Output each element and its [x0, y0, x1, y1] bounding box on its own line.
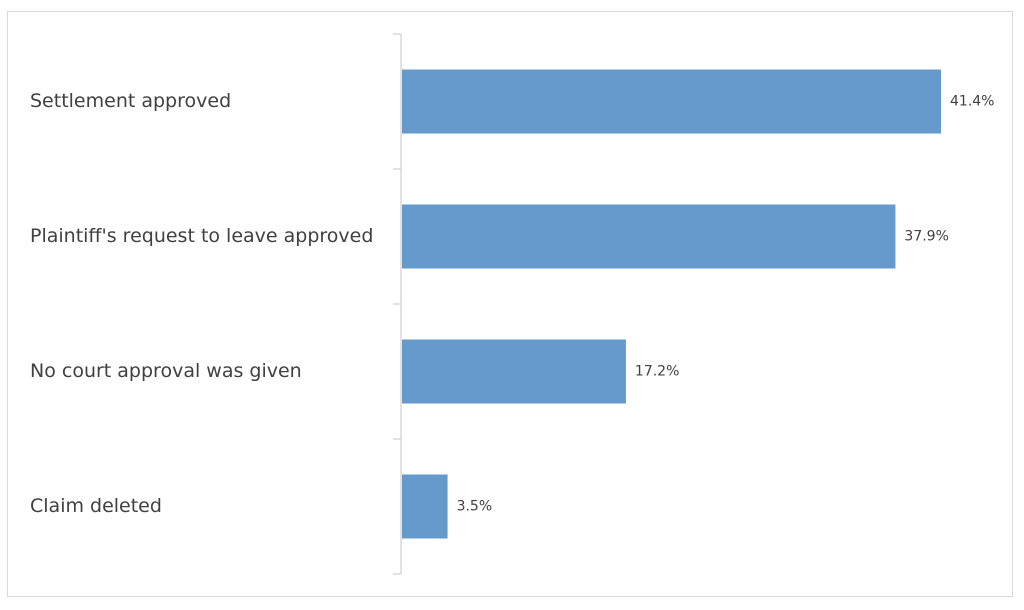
value-labels: 41.4% 37.9% 17.2% 3.5% [457, 94, 995, 515]
bar [402, 69, 941, 134]
bars [402, 69, 941, 539]
category-label: Settlement approved [30, 90, 231, 112]
category-label: No court approval was given [30, 360, 302, 382]
category-label: Plaintiff's request to leave approved [30, 225, 373, 247]
category-labels: Settlement approved Plaintiff's request t… [30, 90, 373, 517]
bar [402, 339, 626, 404]
bar [402, 474, 448, 539]
value-label: 37.9% [904, 229, 948, 245]
value-label: 41.4% [950, 94, 994, 110]
category-label: Claim deleted [30, 495, 162, 517]
value-label: 17.2% [635, 364, 679, 380]
category-axis [393, 33, 402, 575]
value-label: 3.5% [457, 499, 493, 515]
bar [402, 204, 896, 269]
